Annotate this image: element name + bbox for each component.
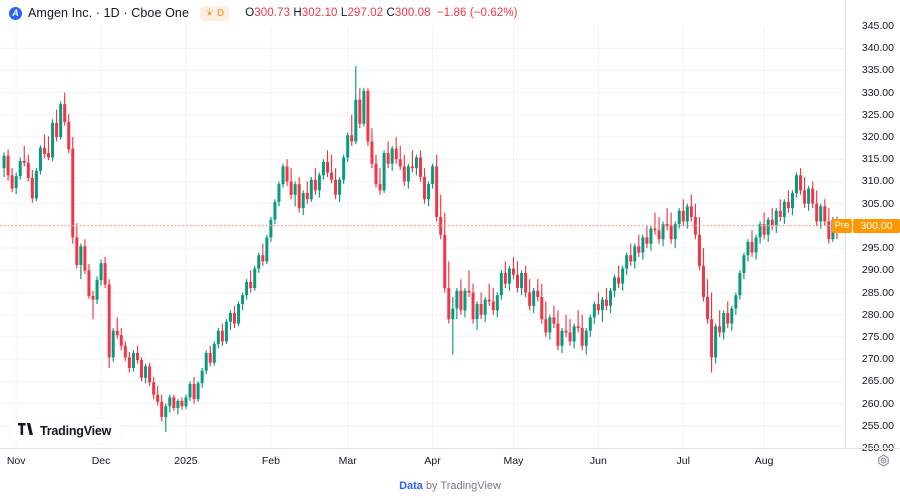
pre-market-price-tag: 300.00: [853, 218, 900, 233]
symbol-logo-icon: A: [9, 6, 22, 20]
tradingview-watermark[interactable]: TradingView: [9, 419, 123, 443]
open-label: O: [245, 7, 255, 19]
price-tick: 255.00: [861, 419, 894, 432]
time-tick: Nov: [6, 455, 26, 467]
tradingview-watermark-label: TradingView: [40, 424, 112, 438]
price-tick: 320.00: [861, 131, 894, 144]
time-tick: Feb: [261, 455, 280, 467]
price-tick: 295.00: [861, 242, 894, 255]
price-tick: 325.00: [861, 108, 894, 121]
price-tick: 315.00: [861, 153, 894, 166]
change-value: −1.86 (−0.62%): [436, 7, 518, 19]
low-value: 297.02: [347, 7, 384, 19]
price-tick: 285.00: [861, 286, 894, 299]
gear-icon[interactable]: [876, 454, 891, 474]
footer-attribution: Data by TradingView: [0, 474, 900, 498]
time-tick: Jul: [676, 455, 690, 467]
price-tick: 330.00: [861, 86, 894, 99]
price-tick: 345.00: [861, 20, 894, 32]
time-tick: 2025: [174, 455, 198, 467]
chart-plot-area[interactable]: [0, 26, 845, 448]
time-tick: Dec: [91, 455, 111, 467]
time-tick: Apr: [424, 455, 441, 467]
price-axis[interactable]: 345.00 340.00 335.00 330.00 325.00 320.00 315.…: [845, 0, 900, 454]
tradingview-logo-icon: [18, 422, 35, 440]
open-value: 300.73: [254, 7, 291, 19]
price-tick: 265.00: [861, 375, 894, 388]
time-axis[interactable]: Nov Dec 2025 Feb Mar Apr May Jun Jul Aug: [0, 448, 900, 474]
price-tick: 290.00: [861, 264, 894, 277]
time-tick: Aug: [754, 455, 774, 467]
sun-icon: [205, 4, 214, 22]
time-tick: Jun: [589, 455, 607, 467]
price-tick: 310.00: [861, 175, 894, 188]
price-tick: 275.00: [861, 330, 894, 343]
low-label: L: [340, 7, 348, 19]
close-value: 300.08: [394, 7, 431, 19]
time-tick: Mar: [338, 455, 357, 467]
pre-market-label: Pre: [832, 218, 852, 233]
high-label: H: [293, 7, 302, 19]
price-tick: 340.00: [861, 42, 894, 55]
close-label: C: [386, 7, 395, 19]
price-tick: 270.00: [861, 353, 894, 366]
session-badge-label: D: [217, 7, 225, 19]
high-value: 302.10: [301, 7, 338, 19]
chart-header: A Amgen Inc. · 1D · Cboe One D O300.73 H…: [0, 0, 900, 26]
price-tick: 335.00: [861, 64, 894, 77]
price-tick: 305.00: [861, 197, 894, 210]
ohlc-readout: O300.73 H302.10 L297.02 C300.08 −1.86 (−…: [245, 7, 517, 19]
footer-text: by TradingView: [425, 480, 501, 492]
data-link[interactable]: Data: [399, 480, 423, 492]
price-tick: 260.00: [861, 397, 894, 410]
candlestick-series: [0, 26, 845, 448]
price-tick: 280.00: [861, 308, 894, 321]
symbol-title[interactable]: Amgen Inc. · 1D · Cboe One: [28, 6, 190, 20]
time-tick: May: [503, 455, 524, 467]
session-badge[interactable]: D: [200, 4, 230, 22]
